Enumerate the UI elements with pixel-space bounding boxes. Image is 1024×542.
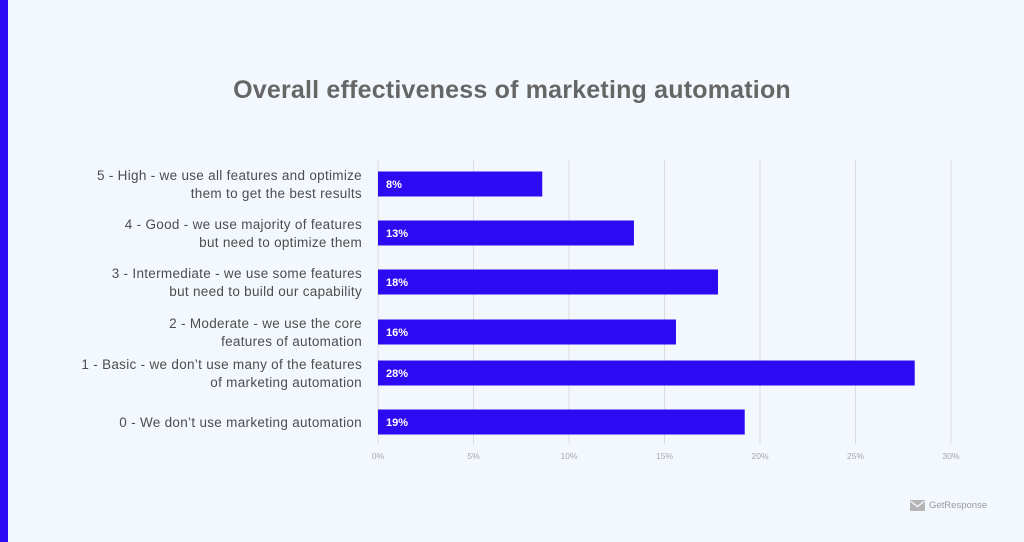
x-tick-label: 15%: [656, 451, 673, 461]
bar-value-label: 18%: [386, 277, 408, 289]
bar: [378, 269, 718, 295]
category-label: 4 - Good - we use majority of features: [125, 217, 362, 232]
brand-name: GetResponse: [929, 500, 988, 511]
bar-value-label: 8%: [386, 179, 402, 191]
x-tick-label: 0%: [372, 451, 385, 461]
envelope-icon: [910, 500, 925, 511]
category-label: of marketing automation: [210, 375, 362, 390]
bar: [378, 409, 745, 435]
x-tick-label: 20%: [751, 451, 768, 461]
x-tick-label: 25%: [847, 451, 864, 461]
chart-title: Overall effectiveness of marketing autom…: [233, 76, 791, 104]
brand-logo: GetResponse: [910, 500, 987, 511]
category-label: features of automation: [221, 334, 362, 349]
bar: [378, 220, 634, 246]
bar: [378, 360, 915, 386]
category-label: but need to build our capability: [169, 284, 362, 299]
category-label: 5 - High - we use all features and optim…: [97, 168, 362, 183]
bar-value-label: 28%: [386, 368, 408, 380]
bar-value-label: 19%: [386, 417, 408, 429]
category-label: but need to optimize them: [199, 235, 362, 250]
category-label: 2 - Moderate - we use the core: [169, 316, 362, 331]
bar: [378, 319, 676, 345]
bar: [378, 171, 543, 197]
bar-value-label: 13%: [386, 228, 408, 240]
left-accent-stripe: [0, 0, 8, 542]
x-tick-label: 5%: [467, 451, 480, 461]
bar-value-label: 16%: [386, 327, 408, 339]
category-label: 3 - Intermediate - we use some features: [112, 266, 362, 281]
category-label: them to get the best results: [191, 186, 362, 201]
x-tick-label: 10%: [560, 451, 577, 461]
category-label: 0 - We don’t use marketing automation: [119, 415, 362, 430]
category-label: 1 - Basic - we don’t use many of the fea…: [81, 357, 362, 372]
x-tick-label: 30%: [942, 451, 959, 461]
